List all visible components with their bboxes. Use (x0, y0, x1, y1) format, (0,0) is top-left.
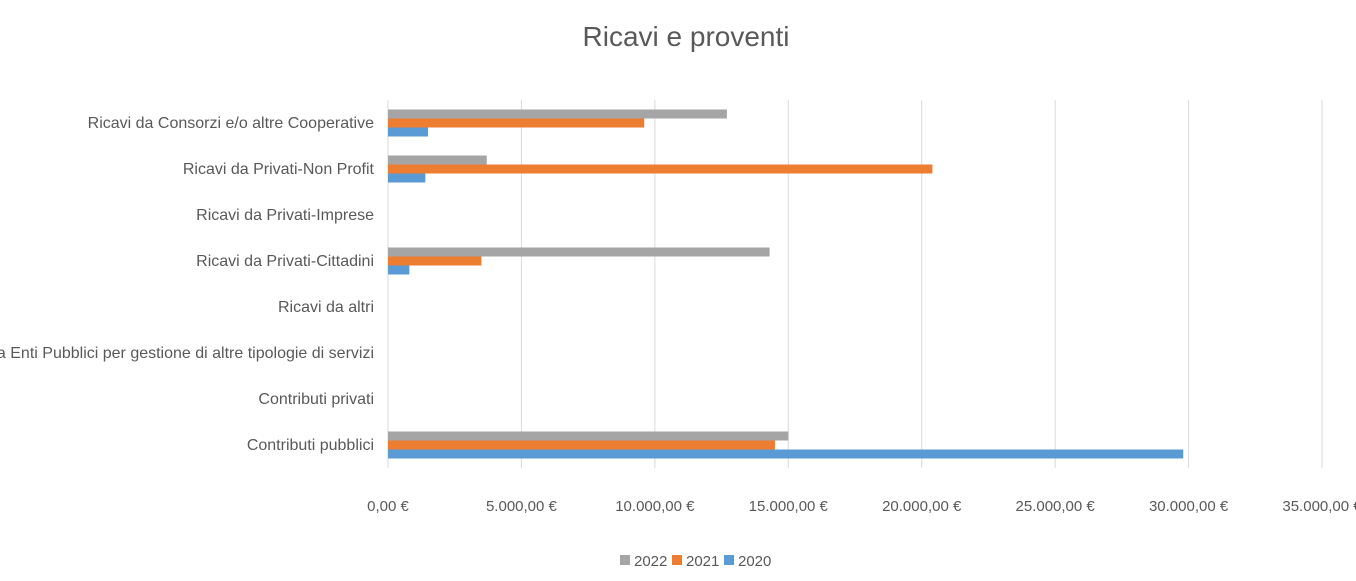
bar-2020 (388, 265, 410, 275)
bar-2020 (388, 449, 1184, 459)
grid-lines (387, 100, 1323, 468)
x-tick-label: 15.000,00 € (749, 498, 829, 515)
category-label: Ricavi da Consorzi e/o altre Cooperative (88, 115, 374, 132)
x-tick-label: 10.000,00 € (615, 498, 695, 515)
category-labels: Ricavi da Consorzi e/o altre Cooperative… (0, 115, 375, 454)
x-tick-label: 0,00 € (367, 498, 409, 515)
legend-swatch-2020 (724, 555, 734, 565)
bar-2022 (388, 155, 487, 165)
bar-2022 (388, 247, 770, 257)
bar-2021 (388, 256, 482, 266)
bar-2022 (388, 109, 727, 119)
category-label: Ricavi da Privati-Imprese (196, 207, 374, 224)
x-tick-label: 25.000,00 € (1016, 498, 1096, 515)
legend-label-2021: 2021 (686, 553, 719, 570)
legend-swatch-2021 (672, 555, 682, 565)
x-tick-label: 5.000,00 € (486, 498, 558, 515)
chart-title: Ricavi e proventi (583, 21, 790, 52)
x-tick-label: 30.000,00 € (1149, 498, 1229, 515)
category-label: Ricavi da Enti Pubblici per gestione di … (0, 345, 374, 362)
bar-2021 (388, 440, 775, 450)
bar-2021 (388, 164, 933, 174)
legend-label-2020: 2020 (738, 553, 771, 570)
bars (388, 109, 1184, 459)
bar-2020 (388, 173, 426, 183)
x-tick-label: 20.000,00 € (882, 498, 962, 515)
bar-2021 (388, 118, 645, 128)
category-label: Ricavi da altri (278, 299, 374, 316)
bar-2020 (388, 127, 429, 137)
legend: 2022 2021 2020 (620, 553, 771, 570)
legend-label-2022: 2022 (634, 553, 667, 570)
x-tick-label: 35.000,00 € (1282, 498, 1356, 515)
category-label: Contributi privati (258, 391, 374, 408)
x-axis-tick-labels: 0,00 € 5.000,00 € 10.000,00 € 15.000,00 € 20… (367, 498, 1356, 515)
legend-swatch-2022 (620, 555, 630, 565)
bar-2022 (388, 431, 789, 441)
category-label: Contributi pubblici (247, 437, 374, 454)
category-label: Ricavi da Privati-Cittadini (196, 253, 374, 270)
category-label: Ricavi da Privati-Non Profit (183, 161, 375, 178)
